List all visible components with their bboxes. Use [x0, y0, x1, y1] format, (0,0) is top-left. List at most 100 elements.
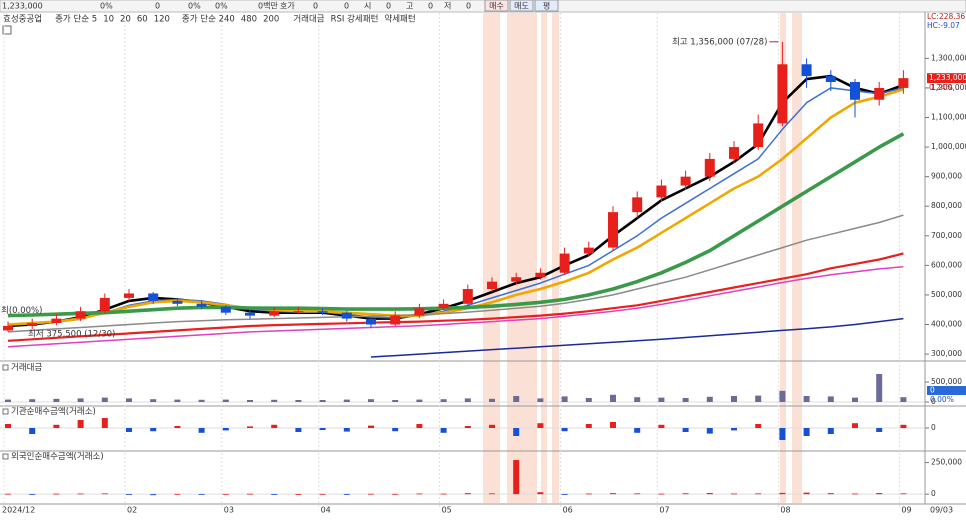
bar	[126, 428, 132, 432]
y-tick-label: 1,200,000	[931, 83, 966, 92]
x-tick-label: 06	[563, 506, 573, 515]
bar	[319, 400, 326, 402]
bar	[319, 428, 326, 430]
y-tick-label: 600,000	[931, 260, 962, 269]
bar	[174, 493, 181, 495]
toolbar-button-label[interactable]: 매도	[514, 2, 529, 11]
bar	[561, 494, 568, 495]
bar	[610, 493, 616, 495]
bar	[634, 493, 641, 495]
bar	[198, 494, 205, 495]
x-tick-label: 08	[780, 506, 790, 515]
x-tick-label: 09	[901, 506, 911, 515]
legend-entry: 480	[241, 15, 257, 25]
candle-body	[269, 311, 280, 316]
bar	[682, 493, 689, 495]
toolbar-button[interactable]	[484, 0, 509, 12]
candle-body	[414, 308, 425, 316]
candle-body	[559, 253, 570, 273]
toolbar-cell: 0백만	[258, 1, 278, 11]
bar	[440, 399, 447, 402]
bar	[392, 428, 399, 432]
toolbar-cell: 0	[344, 2, 349, 11]
candle-body	[874, 87, 885, 100]
bar	[489, 398, 495, 402]
bar	[247, 400, 253, 402]
bar	[271, 399, 278, 402]
signal-band	[780, 13, 786, 503]
bar	[803, 396, 810, 402]
toolbar-button[interactable]	[534, 0, 559, 12]
bar	[295, 400, 302, 402]
toolbar-cell: 1,233,000	[2, 2, 43, 11]
toolbar-cell: 0	[155, 2, 160, 11]
toolbar-cell: 0	[386, 2, 391, 11]
candle-body	[317, 311, 328, 313]
bar	[416, 399, 423, 402]
bar	[392, 400, 399, 402]
candle-body	[366, 318, 376, 325]
bar	[537, 423, 544, 428]
bar	[489, 424, 495, 428]
price-change: 0.24%	[929, 83, 953, 92]
x-tick-label: 07	[659, 506, 669, 515]
toolbar-button-label[interactable]: 매수	[489, 2, 504, 11]
candle-body	[801, 64, 812, 77]
bar	[610, 394, 616, 402]
price-tag-box	[927, 73, 966, 84]
candle-body	[487, 281, 497, 290]
candle-body	[535, 272, 546, 278]
signal-band	[541, 13, 547, 503]
bar	[706, 428, 713, 434]
bar	[5, 399, 11, 402]
bar	[731, 493, 737, 495]
candle-body	[898, 78, 909, 88]
bar	[222, 493, 229, 495]
candle-body	[729, 147, 739, 159]
panel-icon	[2, 408, 9, 415]
bar	[53, 424, 60, 428]
bar	[247, 493, 253, 495]
bar	[150, 494, 157, 496]
toolbar-cell: 0%	[100, 2, 113, 11]
bar	[585, 493, 592, 495]
bar	[585, 424, 592, 428]
x-tick-label: 03	[224, 506, 234, 515]
candle-body	[462, 289, 473, 304]
signal-band	[507, 13, 537, 503]
bar	[29, 428, 36, 434]
panel-icon	[2, 453, 9, 460]
bar	[343, 428, 350, 432]
candle-body	[777, 64, 788, 124]
bar	[731, 396, 737, 402]
bar	[343, 494, 350, 495]
bar	[827, 396, 834, 402]
bar	[368, 399, 374, 402]
y-tick-label: 0	[931, 423, 936, 432]
candle-body	[51, 318, 62, 324]
bar	[295, 494, 302, 495]
bar	[827, 428, 834, 434]
panel-title: 거래대금	[11, 363, 42, 373]
bar	[803, 492, 810, 495]
toolbar-button[interactable]	[509, 0, 534, 12]
y-tick-label: 1,000,000	[931, 142, 966, 151]
legend-entry: 약세패턴	[384, 14, 415, 25]
bar	[343, 399, 350, 402]
bar	[77, 493, 84, 495]
bar	[464, 426, 471, 428]
panel-icon	[2, 364, 9, 371]
legend-entry: 200	[263, 15, 279, 25]
candle-body	[124, 293, 134, 298]
bar	[779, 428, 786, 440]
bar	[706, 493, 713, 495]
bar	[900, 397, 907, 402]
toolbar-button-label[interactable]: 평	[543, 1, 550, 11]
candle-body	[390, 315, 401, 325]
bar	[440, 428, 447, 433]
legend-entry: 종가 단순 5	[55, 14, 97, 25]
bar	[852, 397, 858, 402]
bar	[440, 493, 447, 495]
bar	[682, 398, 689, 402]
